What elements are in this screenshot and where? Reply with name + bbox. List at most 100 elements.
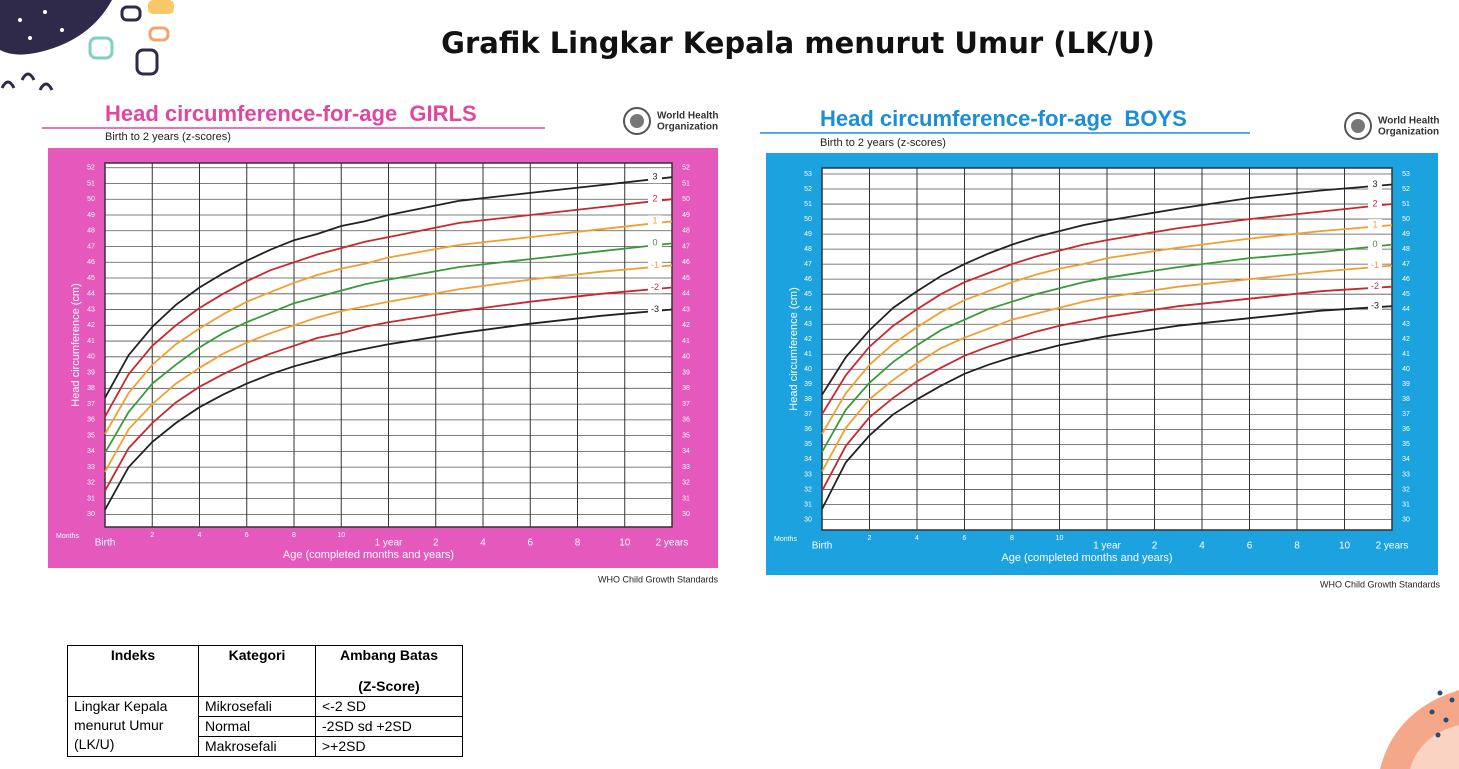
y-tick-label-right: 36 [1402, 426, 1410, 433]
deco-shape [148, 0, 174, 14]
y-tick-label-right: 44 [682, 291, 690, 298]
series-label: 0 [652, 238, 657, 248]
x-tick-label: Birth [95, 538, 116, 549]
chart-subtitle: Birth to 2 years (z-scores) [820, 137, 946, 149]
y-tick-label: 40 [804, 366, 812, 373]
x-tick-label: 2 [433, 538, 439, 549]
y-tick-label-right: 38 [1402, 396, 1410, 403]
chart-title: Head circumference-for-age BOYS [820, 106, 1187, 131]
y-tick-label-right: 38 [682, 385, 690, 392]
y-tick-label: 47 [87, 243, 95, 250]
x-tick-label: 1 year [1093, 541, 1121, 552]
x-tick-label: 10 [619, 538, 631, 549]
x-tick-label: 2 [868, 535, 872, 542]
charts: Head circumference-for-age GIRLS Birth to… [42, 101, 1440, 589]
series-label-bg [1368, 238, 1382, 251]
y-tick-label: 47 [804, 261, 812, 268]
x-unit-label: Months [56, 533, 79, 540]
deco-shape [120, 5, 142, 22]
y-axis-label: Head circumference (cm) [70, 283, 82, 406]
x-tick-label: 2 [150, 532, 154, 539]
deco-shape [148, 26, 170, 42]
y-tick-label: 34 [804, 456, 812, 463]
series-label-bg [1368, 280, 1382, 293]
z-score-line [821, 285, 1393, 492]
z-score-line [104, 176, 673, 399]
y-tick-label-right: 45 [682, 275, 690, 282]
y-tick-label-right: 49 [1402, 231, 1410, 238]
x-tick-label: 6 [1247, 541, 1253, 552]
y-tick-label-right: 39 [1402, 381, 1410, 388]
y-tick-label-right: 42 [682, 322, 690, 329]
y-tick-label: 51 [804, 201, 812, 208]
y-tick-label: 32 [804, 486, 812, 493]
logo-text: World Health [657, 111, 718, 122]
z-score-line [104, 264, 673, 473]
y-tick-label: 49 [804, 231, 812, 238]
series-label: 1 [1372, 219, 1377, 229]
y-tick-label-right: 42 [1402, 336, 1410, 343]
x-tick-label: 4 [198, 532, 202, 539]
y-tick-label: 37 [87, 401, 95, 408]
dot [1437, 690, 1443, 696]
deco-shape [135, 48, 159, 76]
x-tick-label: 10 [1056, 535, 1064, 542]
x-tick-label: 10 [1339, 541, 1351, 552]
y-tick-label-right: 36 [682, 417, 690, 424]
x-unit-label: Months [774, 536, 797, 543]
series-label-bg [1368, 178, 1382, 191]
y-tick-label-right: 48 [682, 228, 690, 235]
series-label: -1 [651, 260, 659, 270]
series-label-bg [1368, 259, 1382, 272]
y-tick-label-right: 31 [682, 495, 690, 502]
criteria-table: Indeks Kategori Ambang Batas (Z-Score) Li… [67, 645, 463, 757]
y-tick-label: 40 [87, 354, 95, 361]
dot [1429, 709, 1435, 715]
table-cell: <-2 SD [315, 696, 463, 717]
y-tick-label: 52 [87, 165, 95, 172]
x-tick-label: 6 [963, 535, 967, 542]
y-tick-label-right: 49 [682, 212, 690, 219]
y-tick-label-right: 32 [1402, 486, 1410, 493]
corner-blob [1410, 725, 1459, 769]
x-tick-label: 10 [337, 532, 345, 539]
y-tick-label: 39 [87, 369, 95, 376]
header-line: Ambang Batas [339, 647, 439, 663]
y-tick-label: 38 [87, 385, 95, 392]
x-tick-label: 4 [480, 538, 486, 549]
y-tick-label-right: 43 [682, 306, 690, 313]
series-label: 2 [1372, 198, 1377, 208]
z-score-line [104, 220, 673, 435]
z-score-line [104, 308, 673, 511]
y-tick-label: 37 [804, 411, 812, 418]
y-tick-label: 52 [804, 186, 812, 193]
y-tick-label: 42 [804, 336, 812, 343]
x-tick-label: 1 year [375, 538, 403, 549]
dot [1435, 732, 1441, 738]
y-tick-label: 44 [804, 306, 812, 313]
table-header: Indeks Kategori Ambang Batas (Z-Score) [67, 645, 463, 697]
dot [43, 10, 47, 14]
table-row: Lingkar Kepala menurut Umur (LK/U) Mikro… [67, 696, 463, 757]
y-tick-label: 41 [804, 351, 812, 358]
y-tick-label: 44 [87, 291, 95, 298]
y-tick-label: 45 [804, 291, 812, 298]
who-logo-inner [630, 114, 644, 128]
index-cell: Lingkar Kepala menurut Umur (LK/U) [67, 696, 199, 757]
y-tick-label: 33 [804, 471, 812, 478]
x-tick-label: 2 [1152, 541, 1158, 552]
z-score-line [821, 305, 1393, 510]
z-score-line [821, 224, 1393, 435]
x-tick-label: 6 [245, 532, 249, 539]
y-tick-label: 48 [87, 228, 95, 235]
y-tick-label-right: 43 [1402, 321, 1410, 328]
y-tick-label-right: 31 [1402, 501, 1410, 508]
y-tick-label: 39 [804, 381, 812, 388]
x-axis-label: Age (completed months and years) [283, 549, 454, 561]
y-tick-label-right: 47 [1402, 261, 1410, 268]
series-label: 3 [652, 172, 657, 182]
y-tick-label: 34 [87, 448, 95, 455]
y-tick-label: 36 [804, 426, 812, 433]
corner-blob [0, 0, 112, 55]
